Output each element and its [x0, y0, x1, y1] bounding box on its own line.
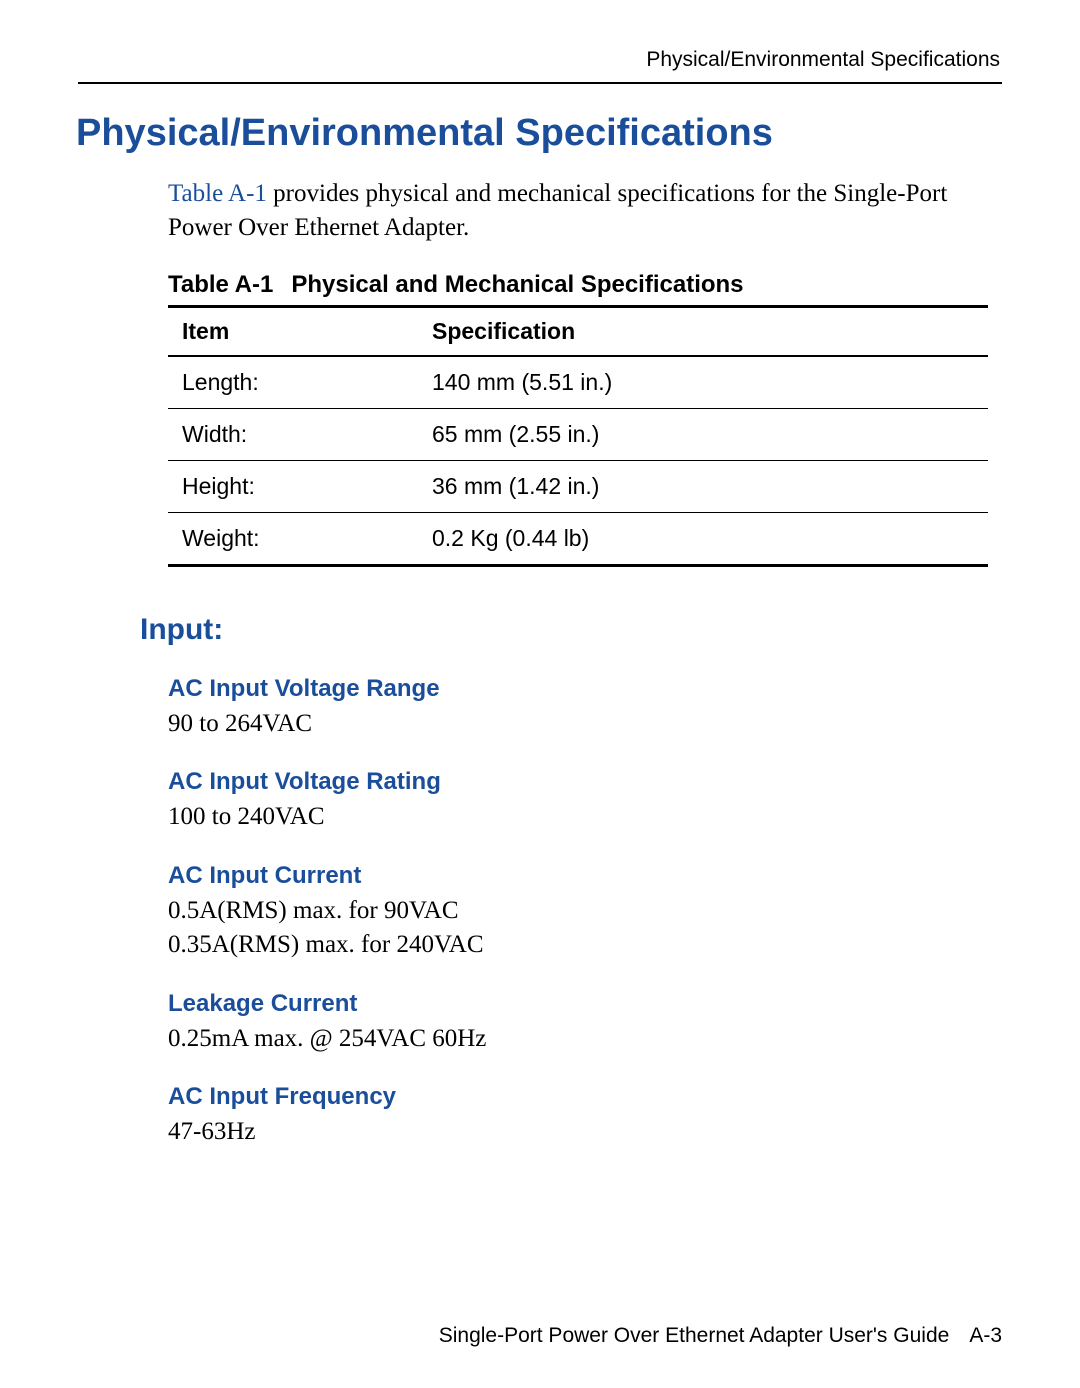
subsection-value: 100 to 240VAC — [168, 800, 1002, 834]
subsection-leakage-current: Leakage Current 0.25mA max. @ 254VAC 60H… — [168, 990, 1002, 1056]
subsection-value: 0.5A(RMS) max. for 90VAC — [168, 894, 1002, 928]
table-cell: Weight: — [168, 512, 418, 565]
specifications-table: Item Specification Length: 140 mm (5.51 … — [168, 305, 988, 567]
subsection-value: 90 to 264VAC — [168, 707, 1002, 741]
table-row: Width: 65 mm (2.55 in.) — [168, 408, 988, 460]
table-row: Weight: 0.2 Kg (0.44 lb) — [168, 512, 988, 565]
subsection-heading: AC Input Frequency — [168, 1083, 1002, 1111]
subsection-value: 0.25mA max. @ 254VAC 60Hz — [168, 1022, 1002, 1056]
page-container: Physical/Environmental Specifications Ph… — [0, 0, 1080, 1388]
subsection-ac-input-voltage-range: AC Input Voltage Range 90 to 264VAC — [168, 675, 1002, 741]
table-caption: Table A-1 Physical and Mechanical Specifi… — [168, 271, 1002, 299]
table-header-cell: Item — [168, 306, 418, 356]
table-row: Height: 36 mm (1.42 in.) — [168, 460, 988, 512]
table-cell: 36 mm (1.42 in.) — [418, 460, 988, 512]
subsection-heading: AC Input Voltage Rating — [168, 768, 1002, 796]
table-header-row: Item Specification — [168, 306, 988, 356]
table-cell: Height: — [168, 460, 418, 512]
subsection-value: 47-63Hz — [168, 1115, 1002, 1149]
table-caption-title: Physical and Mechanical Specifications — [291, 271, 743, 298]
section-heading-input: Input: — [140, 613, 1002, 647]
subsection-ac-input-voltage-rating: AC Input Voltage Rating 100 to 240VAC — [168, 768, 1002, 834]
intro-text: provides physical and mechanical specifi… — [168, 180, 947, 241]
footer-title: Single-Port Power Over Ethernet Adapter … — [439, 1324, 950, 1347]
table-cell: 140 mm (5.51 in.) — [418, 356, 988, 409]
intro-paragraph: Table A-1 provides physical and mechanic… — [168, 177, 1002, 245]
subsection-ac-input-frequency: AC Input Frequency 47-63Hz — [168, 1083, 1002, 1149]
subsection-heading: Leakage Current — [168, 990, 1002, 1018]
subsection-heading: AC Input Current — [168, 862, 1002, 890]
table-cell: 65 mm (2.55 in.) — [418, 408, 988, 460]
table-caption-number: Table A-1 — [168, 271, 273, 298]
table-cell: 0.2 Kg (0.44 lb) — [418, 512, 988, 565]
table-cell: Width: — [168, 408, 418, 460]
subsection-ac-input-current: AC Input Current 0.5A(RMS) max. for 90VA… — [168, 862, 1002, 962]
subsection-heading: AC Input Voltage Range — [168, 675, 1002, 703]
subsection-value: 0.35A(RMS) max. for 240VAC — [168, 928, 1002, 962]
table-cell: Length: — [168, 356, 418, 409]
running-header: Physical/Environmental Specifications — [78, 48, 1002, 84]
table-header-cell: Specification — [418, 306, 988, 356]
table-row: Length: 140 mm (5.51 in.) — [168, 356, 988, 409]
footer-page-number: A-3 — [969, 1324, 1002, 1347]
table-reference-link[interactable]: Table A-1 — [168, 180, 267, 207]
main-heading: Physical/Environmental Specifications — [76, 112, 1002, 155]
page-footer: Single-Port Power Over Ethernet Adapter … — [439, 1324, 1002, 1348]
